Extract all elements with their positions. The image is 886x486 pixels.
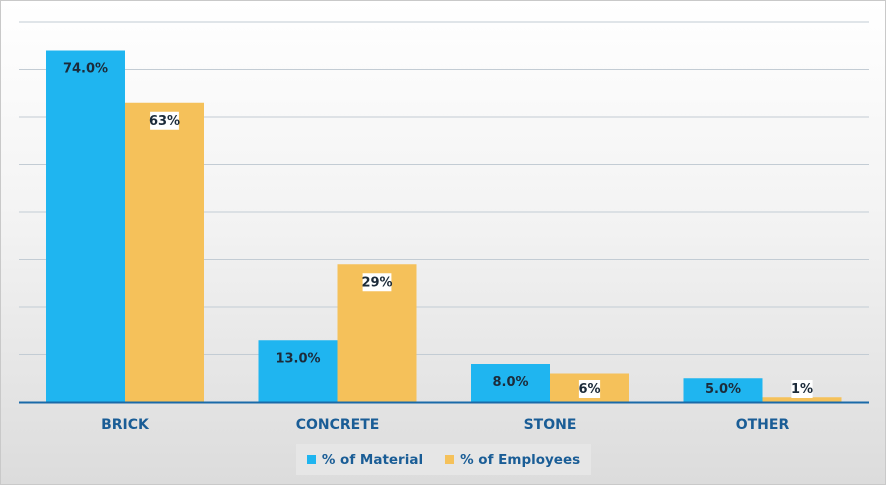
- legend-item-employees: % of Employees: [445, 452, 580, 468]
- data-label: 6%: [578, 382, 600, 397]
- data-label: 5.0%: [705, 382, 741, 397]
- bar--of-material-brick: [46, 50, 125, 402]
- data-label-bg: [362, 273, 392, 292]
- bar--of-material-stone: [471, 364, 550, 402]
- legend: % of Material % of Employees: [296, 444, 591, 475]
- legend-label-material: % of Material: [321, 451, 424, 468]
- data-label-bg: [791, 380, 813, 398]
- x-tick-label: STONE: [524, 417, 577, 433]
- legend-swatch-employees: [445, 455, 455, 464]
- x-tick-label: CONCRETE: [296, 417, 380, 433]
- bar--of-material-concrete: [258, 340, 338, 402]
- x-tick-label: BRICK: [101, 417, 150, 433]
- bar--of-employees-brick: [125, 102, 204, 402]
- data-label-bg: [578, 380, 601, 398]
- x-tick-label: OTHER: [736, 417, 790, 433]
- data-label: 29%: [361, 275, 392, 290]
- data-label: 74.0%: [63, 62, 108, 77]
- bar--of-employees-other: [762, 397, 842, 402]
- legend-item-material: % of Material: [306, 451, 424, 468]
- data-label: 13.0%: [275, 351, 320, 366]
- bar--of-material-other: [683, 378, 763, 402]
- data-label: 63%: [149, 114, 180, 129]
- data-label: 1%: [791, 382, 813, 397]
- data-label: 8.0%: [492, 375, 528, 390]
- legend-swatch-material: [306, 455, 316, 464]
- legend-label-employees: % of Employees: [460, 451, 581, 468]
- data-label-bg: [150, 111, 179, 130]
